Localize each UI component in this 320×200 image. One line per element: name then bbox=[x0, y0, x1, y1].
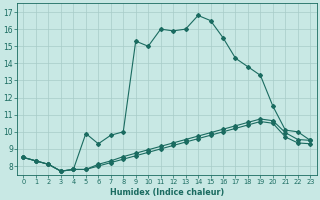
X-axis label: Humidex (Indice chaleur): Humidex (Indice chaleur) bbox=[110, 188, 224, 197]
